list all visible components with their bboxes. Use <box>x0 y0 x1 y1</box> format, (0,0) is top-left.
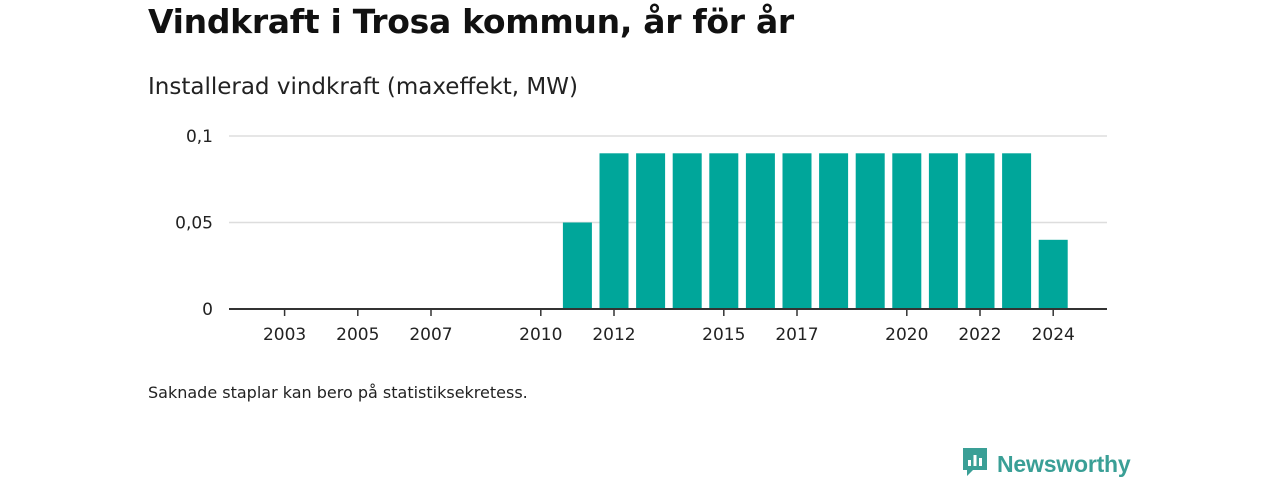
bar-2018 <box>819 153 849 309</box>
bar-2024 <box>1038 239 1068 309</box>
x-tick-label: 2015 <box>702 325 745 345</box>
bar-2013 <box>636 153 666 309</box>
bar-2016 <box>745 153 775 309</box>
x-tick-label: 2005 <box>336 325 379 345</box>
bar-2019 <box>855 153 885 309</box>
newsworthy-logo-icon <box>961 446 989 482</box>
x-tick-label: 2024 <box>1032 325 1075 345</box>
bar-2014 <box>672 153 702 309</box>
x-tick-label: 2017 <box>775 325 818 345</box>
y-tick-label: 0,05 <box>175 214 213 234</box>
x-tick-label: 2007 <box>409 325 452 345</box>
brand-logo[interactable]: Newsworthy <box>961 446 1131 482</box>
x-tick-label: 2010 <box>519 325 562 345</box>
chart-title: Vindkraft i Trosa kommun, år för år <box>148 2 794 41</box>
x-tick-label: 2003 <box>263 325 306 345</box>
y-tick-label: 0 <box>202 300 213 320</box>
x-tick-label: 2012 <box>592 325 635 345</box>
brand-name: Newsworthy <box>997 450 1131 477</box>
bar-2012 <box>599 153 629 309</box>
y-tick-label: 0,1 <box>186 127 213 147</box>
footnote: Saknade staplar kan bero på statistiksek… <box>148 383 528 402</box>
x-tick-label: 2022 <box>958 325 1001 345</box>
bar-2015 <box>709 153 739 309</box>
bar-2022 <box>965 153 995 309</box>
x-tick-label: 2020 <box>885 325 928 345</box>
bar-2023 <box>1002 153 1032 309</box>
bar-2020 <box>892 153 922 309</box>
bar-2011 <box>562 222 592 309</box>
bar-chart: 0 0,05 0,1 2003 2005 2007 2010 2012 2015 2017 2020… <box>175 127 1107 345</box>
bar-2017 <box>782 153 812 309</box>
chart-subtitle: Installerad vindkraft (maxeffekt, MW) <box>148 74 578 100</box>
bar-2021 <box>928 153 958 309</box>
